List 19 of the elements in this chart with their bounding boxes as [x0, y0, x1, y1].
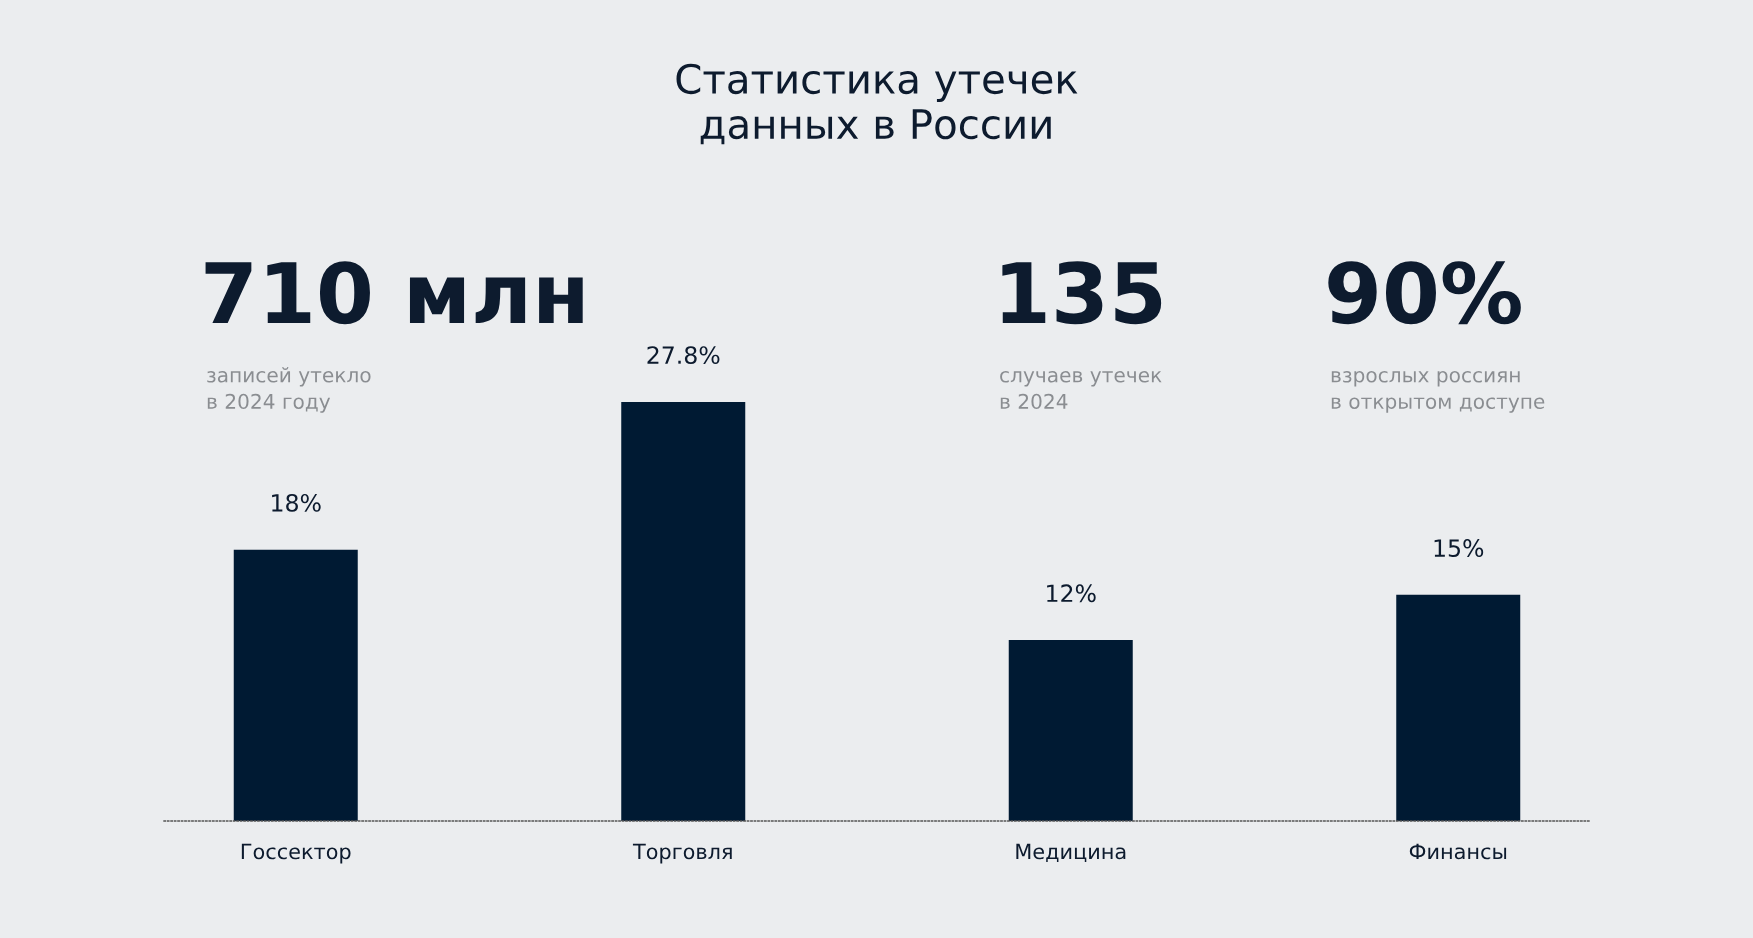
annotation: взрослых россиян в открытом доступе — [1331, 371, 1545, 413]
bar — [233, 549, 358, 821]
text: 135 — [1002, 261, 1162, 325]
text: 710 млн — [205, 261, 583, 325]
x-tick-label: Финансы — [1409, 843, 1507, 860]
x-tick-label: Торговля — [632, 843, 732, 864]
annotation: случаев утечек в 2024 — [1000, 371, 1162, 409]
x-tick-label: Медицина — [1016, 843, 1126, 862]
data-label: 12% — [1047, 584, 1096, 603]
data-label: 15% — [1434, 539, 1484, 557]
data-label: 18% — [272, 493, 321, 512]
text: 90% — [1328, 261, 1521, 325]
bar — [1008, 640, 1133, 821]
x-tick-label: Госсектор — [241, 843, 351, 864]
bar — [621, 401, 746, 821]
chart-title: Статистика утечек данных в России — [676, 63, 1078, 145]
annotation: записей утекло в 2024 году — [207, 367, 371, 413]
data-label: 27.8% — [647, 346, 720, 364]
bar — [1396, 594, 1521, 821]
